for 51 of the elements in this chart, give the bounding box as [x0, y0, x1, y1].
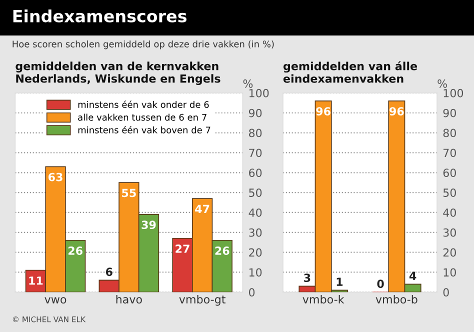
y-tick-label: 100: [249, 88, 269, 98]
x-tick-label: vmbo-k: [302, 294, 344, 304]
y-tick-label: 0: [443, 288, 449, 297]
y-tick-label: 80: [248, 128, 262, 138]
data-label: 1: [336, 278, 343, 286]
y-tick-label: 0: [248, 288, 255, 297]
y-tick-label: 90: [248, 108, 262, 118]
y-tick-label: 30: [249, 228, 262, 237]
y-tick-label: 50: [443, 188, 456, 197]
y-tick-label: 10: [249, 268, 262, 277]
chart-title: Eindexamenscores: [13, 10, 186, 22]
data-label: 96: [390, 107, 404, 116]
legend-label: alle vakken tussen de 6 en 7: [78, 114, 206, 121]
data-label: 39: [142, 220, 156, 230]
chart-subtitle: Hoe scoren scholen gemiddeld op deze drie vakken (in %): [12, 40, 274, 50]
chart-title: gemiddelden van álle eindexamenvakken: [283, 61, 418, 83]
data-label: 47: [195, 204, 210, 213]
y-tick-label: 50: [249, 188, 262, 197]
y-tick-label: 80: [443, 128, 456, 138]
data-label: 26: [68, 246, 82, 255]
y-tick-label: 40: [248, 208, 262, 217]
data-label: 96: [316, 107, 330, 116]
x-tick-label: vmbo-b: [376, 294, 418, 304]
y-tick-label: 20: [443, 248, 456, 257]
y-tick-label: 10: [444, 268, 456, 277]
y-tick-label: 20: [249, 248, 262, 257]
y-axis-title: %: [438, 79, 447, 88]
data-label: 27: [176, 244, 190, 253]
data-label: 4: [409, 272, 416, 280]
data-label: 63: [48, 172, 62, 182]
y-tick-label: 100: [444, 88, 464, 98]
y-tick-label: 40: [443, 208, 456, 217]
data-label: 6: [106, 268, 112, 276]
data-label: 55: [122, 188, 136, 198]
x-tick-label: vwo: [44, 297, 66, 304]
y-axis-title: %: [243, 79, 253, 88]
data-label: 0: [377, 280, 384, 288]
y-tick-label: 70: [443, 148, 456, 158]
data-label: 26: [215, 246, 230, 255]
x-tick-label: havo: [116, 294, 142, 304]
legend-label: minstens één vak onder de 6: [78, 100, 209, 108]
x-tick-label: vmbo-gt: [179, 294, 226, 306]
y-tick-label: 30: [443, 228, 456, 237]
data-label: 3: [304, 274, 310, 282]
y-tick-label: 60: [443, 168, 456, 178]
y-tick-label: 90: [443, 108, 456, 118]
legend-label: minstens één vak boven de 7: [78, 126, 210, 134]
data-label: 11: [29, 276, 43, 285]
y-tick-label: 70: [249, 148, 262, 158]
text: gemiddelden van de kernvakken Nederlands, Wiskunde en Engels: [16, 62, 220, 85]
y-tick-label: 60: [249, 168, 262, 178]
